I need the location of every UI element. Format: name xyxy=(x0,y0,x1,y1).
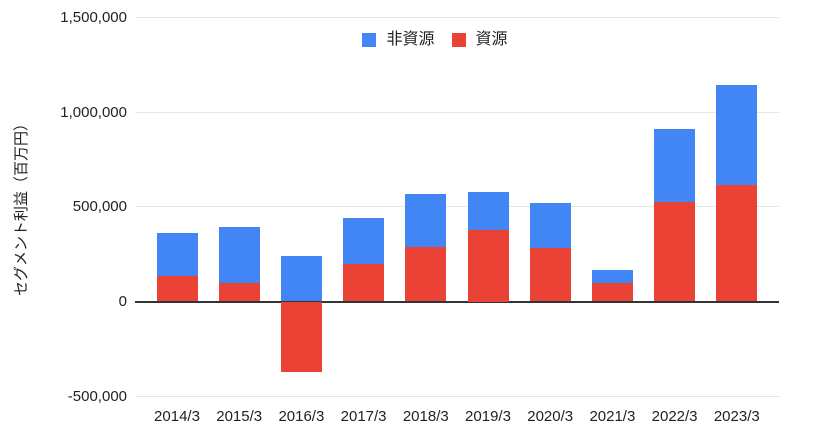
y-gridline xyxy=(135,395,779,397)
x-tick-label: 2014/3 xyxy=(154,408,200,425)
bar-segment xyxy=(280,256,322,302)
bar-segment xyxy=(280,301,322,372)
x-tick-label: 2020/3 xyxy=(527,408,574,425)
bar-segment xyxy=(591,282,633,302)
legend: 非資源 資源 xyxy=(26,31,818,49)
bar-segment xyxy=(529,202,571,249)
x-tick-label: 2018/3 xyxy=(402,408,449,425)
y-tick-label: 0 xyxy=(118,293,127,310)
x-tick-label: 2019/3 xyxy=(465,408,511,425)
y-tick-label: 1,000,000 xyxy=(60,103,127,121)
bar-segment xyxy=(343,218,385,264)
y-tick-label: -500,000 xyxy=(67,387,127,405)
y-tick-label: 500,000 xyxy=(72,198,127,216)
bar-segment xyxy=(405,194,447,248)
y-gridline xyxy=(135,206,779,208)
bar-segment xyxy=(716,85,758,185)
x-tick-label: 2022/3 xyxy=(651,408,698,425)
legend-item: 非資源 xyxy=(362,31,435,49)
bar-segment xyxy=(654,202,696,302)
legend-item: 資源 xyxy=(451,31,508,49)
bar-segment xyxy=(218,283,260,302)
bar-segment xyxy=(716,184,758,302)
x-tick-label: 2023/3 xyxy=(713,408,760,425)
bar-segment xyxy=(529,248,571,302)
x-tick-label: 2016/3 xyxy=(278,408,325,425)
x-tick-label: 2021/3 xyxy=(589,408,636,425)
x-tick-label: 2015/3 xyxy=(216,408,263,425)
bar-segment xyxy=(405,247,447,302)
bar-segment xyxy=(654,129,696,202)
y-gridline xyxy=(135,111,779,113)
legend-label: 非資源 xyxy=(386,31,435,48)
bar-segment xyxy=(156,275,198,302)
bar-segment xyxy=(218,226,260,284)
x-axis-baseline xyxy=(135,300,779,303)
bar-segment xyxy=(591,270,633,283)
bar-segment xyxy=(343,263,385,302)
x-tick-label: 2017/3 xyxy=(340,408,387,425)
y-tick-label: 1,500,000 xyxy=(60,8,127,26)
bar-segment xyxy=(467,230,509,302)
y-gridline xyxy=(135,16,779,18)
bar-segment xyxy=(156,233,198,276)
legend-swatch-icon xyxy=(451,33,466,47)
bar-segment xyxy=(467,191,509,231)
legend-label: 資源 xyxy=(475,31,508,48)
legend-swatch-icon xyxy=(362,33,377,47)
